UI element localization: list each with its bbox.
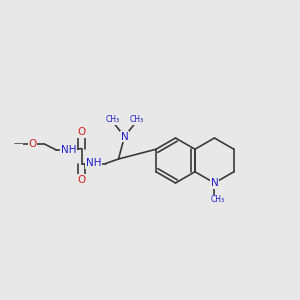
Text: N: N — [121, 131, 128, 142]
Text: NH: NH — [61, 145, 76, 155]
Text: O: O — [28, 139, 37, 149]
Text: NH: NH — [86, 158, 101, 169]
Text: O: O — [77, 175, 86, 185]
Text: CH₃: CH₃ — [210, 195, 224, 204]
Text: —: — — [14, 140, 22, 148]
Text: O: O — [77, 127, 86, 137]
Text: CH₃: CH₃ — [129, 116, 144, 124]
Text: CH₃: CH₃ — [105, 116, 120, 124]
Text: N: N — [211, 178, 218, 188]
